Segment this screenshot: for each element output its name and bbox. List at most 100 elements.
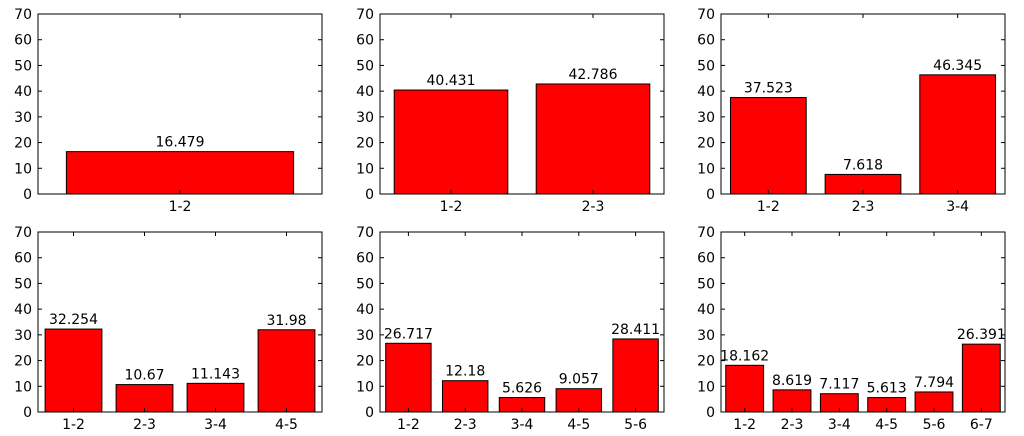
y-tick-label: 60: [697, 33, 715, 49]
x-tick-label: 6-7: [970, 417, 993, 433]
y-tick-label: 10: [697, 379, 715, 395]
bar-value-label: 10.67: [124, 368, 164, 384]
bar-value-label: 37.523: [744, 81, 793, 97]
x-tick-label: 3-4: [946, 199, 969, 215]
y-tick-label: 30: [697, 110, 715, 126]
y-tick-label: 20: [356, 354, 374, 370]
chart-panel-6: 0 10 20 30 40 50 60 70 18.162 1-2 8.619 2-3 7.117 3-4…: [697, 225, 1006, 433]
bar-value-label: 26.391: [957, 327, 1006, 343]
x-tick-label: 2-3: [781, 417, 804, 433]
y-tick-label: 20: [697, 136, 715, 152]
plot-frame: [37, 13, 323, 195]
y-tick-label: 0: [365, 187, 374, 203]
y-tick-label: 0: [23, 405, 32, 421]
y-tick-label: 20: [14, 354, 32, 370]
bar: [186, 382, 245, 413]
chart-panel-5: 0 10 20 30 40 50 60 70 26.717 1-2 12.18 2-3 5.626 3-4…: [356, 225, 665, 433]
x-tick-label: 1-2: [440, 199, 463, 215]
y-tick-label: 10: [14, 379, 32, 395]
y-tick-label: 60: [14, 251, 32, 267]
y-tick-label: 70: [697, 7, 715, 23]
y-tick-label: 50: [697, 58, 715, 74]
bar: [612, 338, 659, 413]
y-tick-label: 50: [14, 276, 32, 292]
y-tick-label: 50: [697, 276, 715, 292]
x-tick-label: 1-2: [757, 199, 780, 215]
bar-value-label: 7.794: [914, 375, 954, 391]
bar: [393, 89, 509, 195]
bar-value-label: 7.618: [843, 157, 883, 173]
bar: [257, 329, 316, 413]
chart-panel-2: 0 10 20 30 40 50 60 70 40.431 1-2 42.786 2-3: [356, 7, 665, 215]
y-tick-label: 40: [697, 84, 715, 100]
x-tick-label: 5-6: [624, 417, 647, 433]
y-tick-label: 10: [356, 161, 374, 177]
plot-frame: [37, 231, 323, 413]
y-tick-label: 10: [697, 161, 715, 177]
y-tick-label: 20: [697, 354, 715, 370]
bar: [115, 384, 174, 413]
y-tick-label: 0: [365, 405, 374, 421]
bar-value-label: 9.057: [559, 372, 599, 388]
chart-panel-1: 0 10 20 30 40 50 60 70 16.479 1-2: [14, 7, 323, 215]
x-tick-label: 4-5: [275, 417, 298, 433]
y-tick-label: 40: [356, 302, 374, 318]
y-tick-label: 50: [356, 276, 374, 292]
bar: [729, 97, 807, 195]
bar: [44, 328, 103, 413]
bar-value-label: 5.626: [502, 381, 542, 397]
x-tick-label: 3-4: [204, 417, 227, 433]
x-tick-label: 2-3: [454, 417, 477, 433]
y-tick-label: 70: [356, 225, 374, 241]
x-tick-label: 3-4: [828, 417, 851, 433]
bar-value-label: 18.162: [720, 348, 769, 364]
x-tick-label: 4-5: [875, 417, 898, 433]
x-tick-label: 2-3: [133, 417, 156, 433]
bar: [961, 343, 1001, 413]
y-tick-label: 70: [356, 7, 374, 23]
y-tick-label: 0: [706, 187, 715, 203]
bar: [535, 83, 651, 195]
y-tick-label: 50: [14, 58, 32, 74]
bar-value-label: 11.143: [191, 366, 240, 382]
plot-frame: [379, 13, 665, 195]
bar: [385, 342, 432, 413]
y-tick-label: 70: [14, 7, 32, 23]
y-tick-label: 20: [14, 136, 32, 152]
y-tick-label: 60: [356, 251, 374, 267]
y-tick-label: 50: [356, 58, 374, 74]
bar: [65, 151, 295, 195]
plot-frame: [720, 13, 1006, 195]
y-tick-label: 40: [697, 302, 715, 318]
bar-value-label: 42.786: [569, 67, 618, 83]
bar-value-label: 31.98: [266, 313, 306, 329]
y-tick-label: 30: [356, 328, 374, 344]
y-tick-label: 20: [356, 136, 374, 152]
y-tick-label: 60: [356, 33, 374, 49]
y-tick-label: 10: [14, 161, 32, 177]
bar-value-label: 8.619: [772, 373, 812, 389]
x-tick-label: 2-3: [582, 199, 605, 215]
x-tick-label: 2-3: [852, 199, 875, 215]
y-tick-label: 60: [697, 251, 715, 267]
bar: [919, 74, 997, 195]
chart-panel-4: 0 10 20 30 40 50 60 70 32.254 1-2 10.67 2-3 11.143 3-…: [14, 225, 323, 433]
bar-value-label: 5.613: [867, 381, 907, 397]
y-tick-label: 0: [23, 187, 32, 203]
x-tick-label: 4-5: [567, 417, 590, 433]
bar: [441, 380, 489, 413]
y-tick-label: 70: [14, 225, 32, 241]
bar: [725, 364, 765, 413]
y-tick-label: 40: [14, 302, 32, 318]
bar-value-label: 7.117: [819, 377, 859, 393]
y-tick-label: 30: [14, 328, 32, 344]
bar-value-label: 40.431: [427, 73, 476, 89]
plot-frame: [379, 231, 665, 413]
y-tick-label: 10: [356, 379, 374, 395]
bar-value-label: 26.717: [384, 326, 433, 342]
x-tick-label: 1-2: [169, 199, 192, 215]
x-tick-label: 5-6: [923, 417, 946, 433]
bar-value-label: 46.345: [933, 58, 982, 74]
x-tick-label: 1-2: [397, 417, 420, 433]
